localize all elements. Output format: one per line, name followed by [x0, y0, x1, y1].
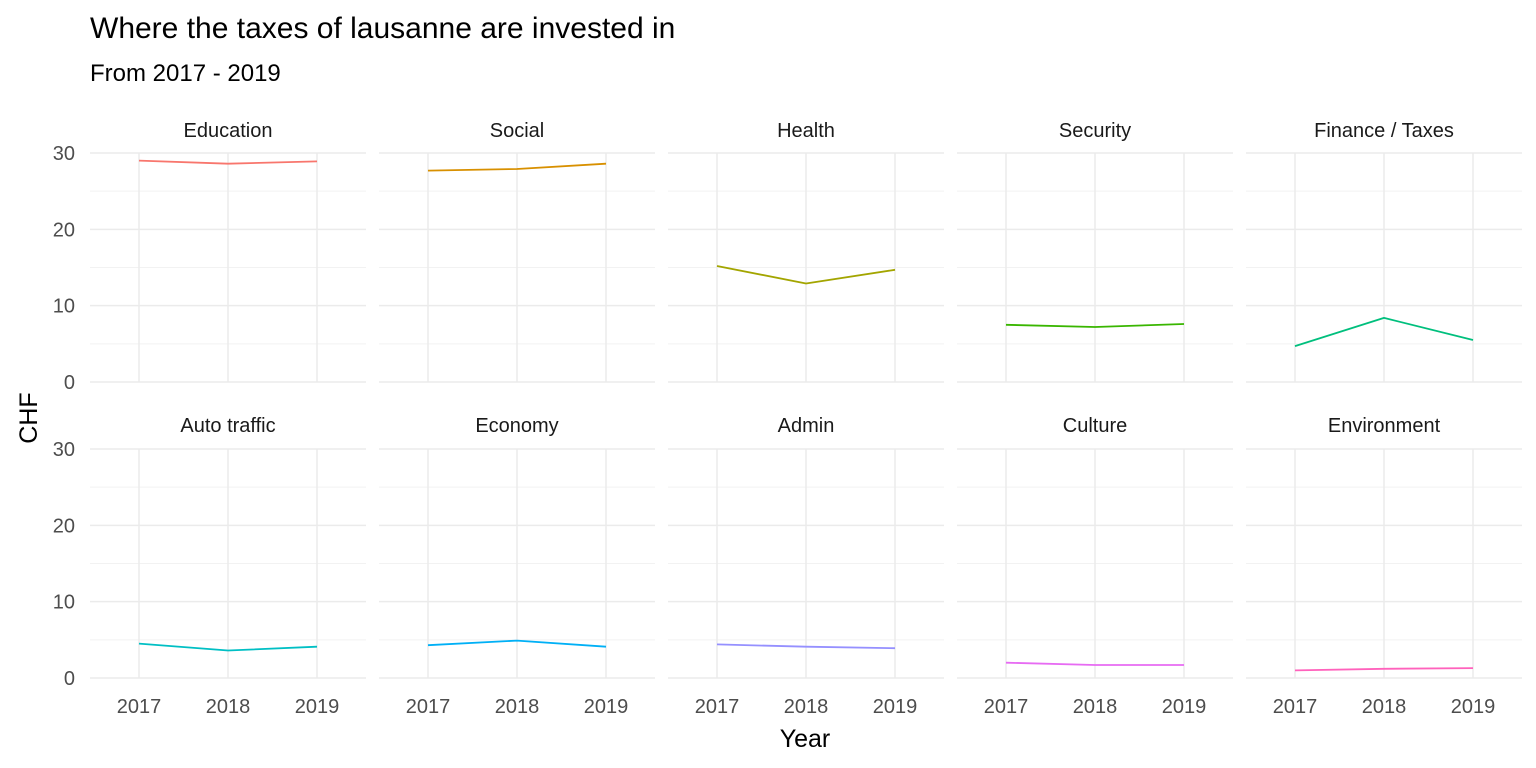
x-tick-label: 2019	[873, 696, 918, 718]
x-tick-label: 2019	[584, 696, 629, 718]
y-tick-label: 10	[53, 592, 75, 614]
facet-label: Health	[777, 120, 835, 142]
facet-panel: Social	[379, 120, 655, 383]
x-tick-label: 2017	[406, 696, 451, 718]
x-axis-title: Year	[780, 725, 831, 753]
x-axis-ticks: 2017 2018 2019 2017 2018 2019 2017 2018 2019 2017…	[117, 696, 1496, 718]
y-tick-label: 20	[53, 515, 75, 537]
y-axis-ticks: 0 10 20 30 0 10 20 30	[53, 143, 75, 690]
facet-panel: Auto traffic	[90, 415, 366, 679]
facet-label: Security	[1059, 120, 1131, 142]
facet-panel: Education	[90, 120, 366, 383]
x-tick-label: 2019	[1451, 696, 1496, 718]
x-tick-label: 2018	[1362, 696, 1407, 718]
facet-label: Culture	[1063, 415, 1127, 437]
y-tick-label: 0	[64, 668, 75, 690]
facet-panel: Health	[668, 120, 944, 383]
facet-label: Social	[490, 120, 544, 142]
x-tick-label: 2018	[784, 696, 829, 718]
x-tick-label: 2018	[206, 696, 251, 718]
facet-label: Education	[184, 120, 273, 142]
facet-label: Environment	[1328, 415, 1441, 437]
y-tick-label: 30	[53, 439, 75, 461]
facet-label: Admin	[778, 415, 835, 437]
chart-subtitle: From 2017 - 2019	[90, 60, 281, 87]
x-tick-label: 2019	[1162, 696, 1207, 718]
facet-panels: Education Social Health Security Finance / T…	[90, 120, 1522, 679]
x-tick-label: 2019	[295, 696, 340, 718]
x-tick-label: 2018	[1073, 696, 1118, 718]
x-tick-label: 2017	[117, 696, 162, 718]
y-tick-label: 20	[53, 219, 75, 241]
x-tick-label: 2018	[495, 696, 540, 718]
facet-panel: Admin	[668, 415, 944, 679]
facet-label: Economy	[475, 415, 558, 437]
y-tick-label: 0	[64, 372, 75, 394]
chart-title: Where the taxes of lausanne are invested…	[90, 12, 676, 45]
y-axis-title: CHF	[15, 392, 43, 443]
x-tick-label: 2017	[1273, 696, 1318, 718]
x-tick-label: 2017	[984, 696, 1029, 718]
facet-panel: Finance / Taxes	[1246, 120, 1522, 383]
facet-panel: Culture	[957, 415, 1233, 679]
facet-panel: Environment	[1246, 415, 1522, 679]
facet-panel: Security	[957, 120, 1233, 383]
y-tick-label: 30	[53, 143, 75, 165]
facet-label: Finance / Taxes	[1314, 120, 1454, 142]
x-tick-label: 2017	[695, 696, 740, 718]
facet-label: Auto traffic	[180, 415, 275, 437]
facet-panel: Economy	[379, 415, 655, 679]
y-tick-label: 10	[53, 296, 75, 318]
